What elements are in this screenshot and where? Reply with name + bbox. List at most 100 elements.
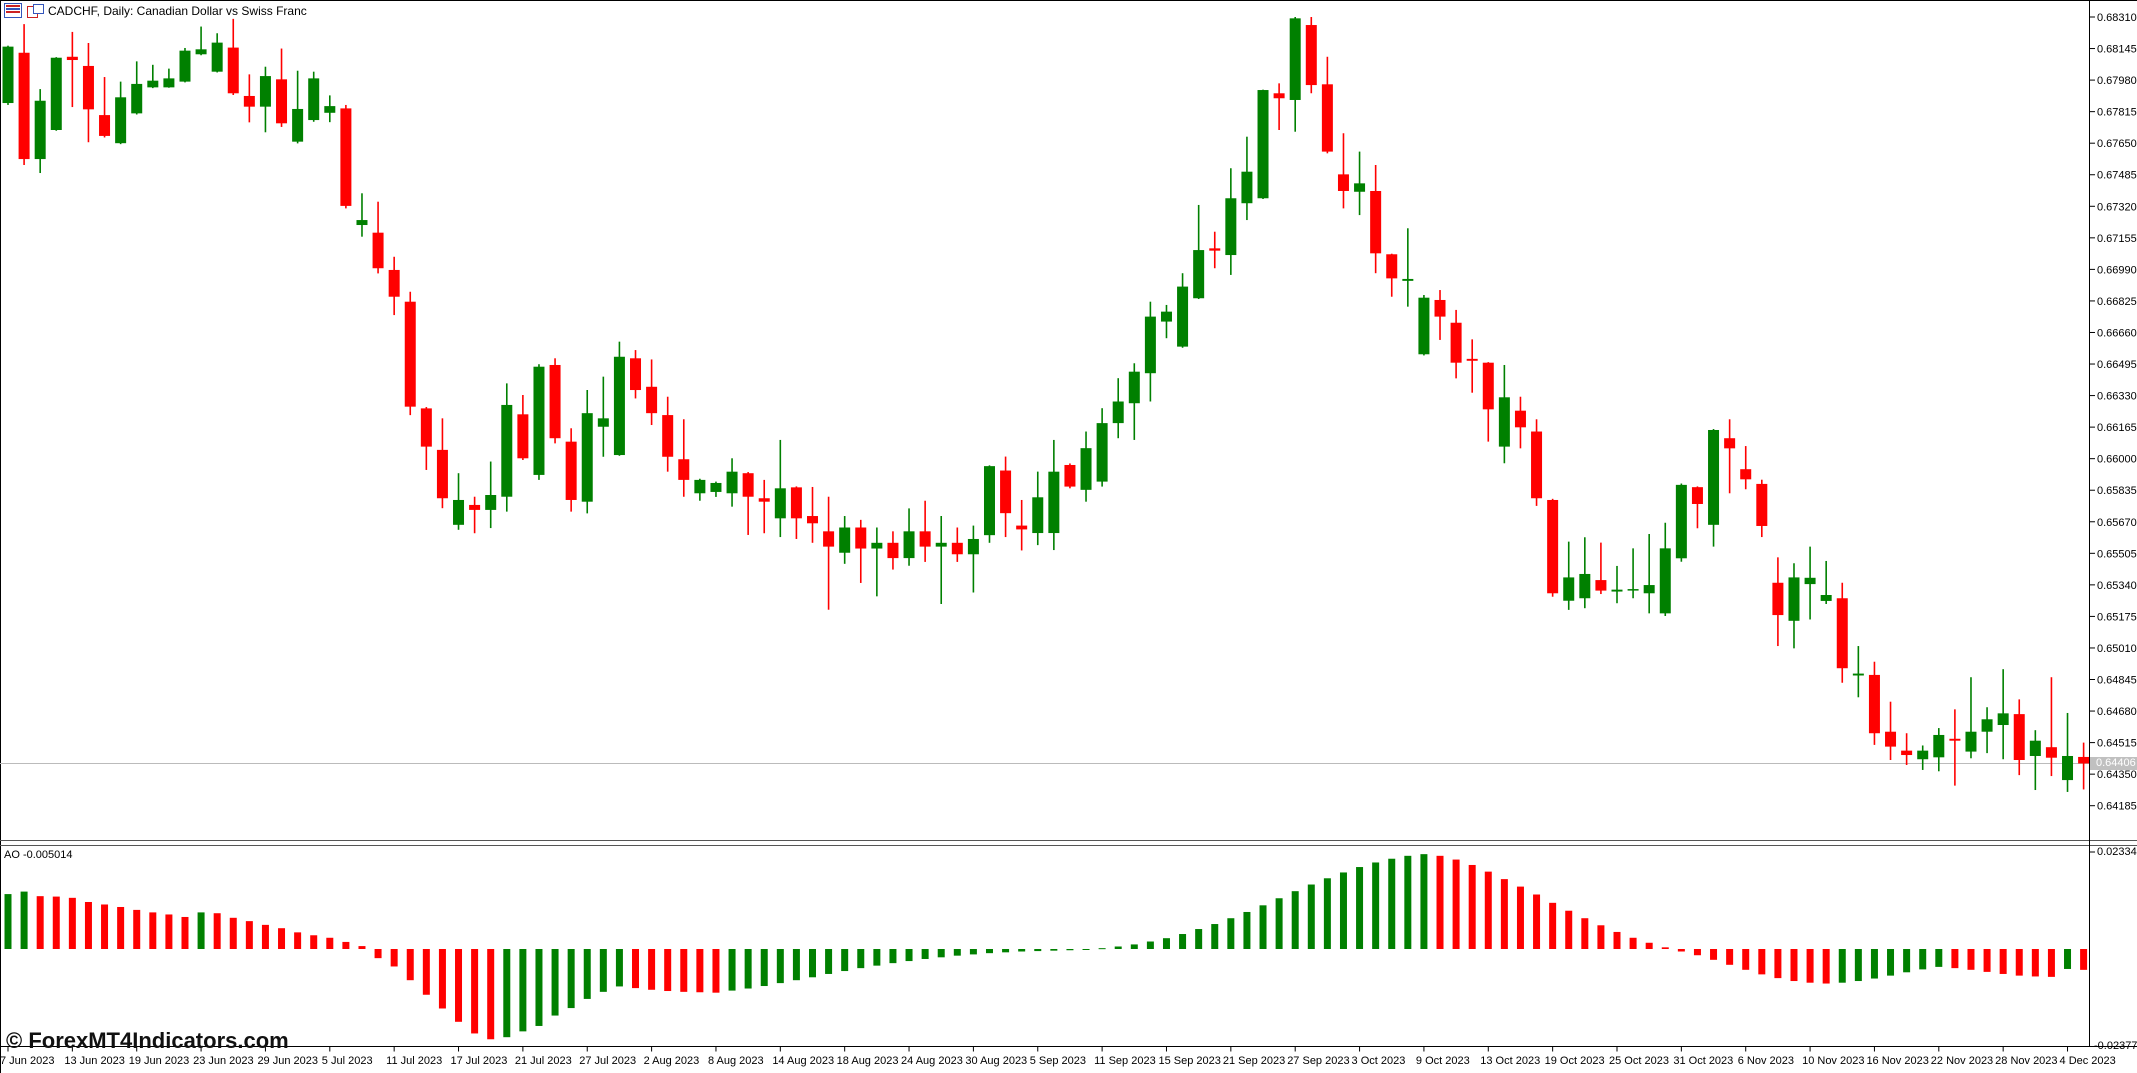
ao-bar	[1130, 944, 1138, 949]
candlestick	[1820, 594, 1832, 601]
date-axis-label: 19 Jun 2023	[129, 1055, 190, 1067]
watermark: © ForexMT4Indicators.com	[6, 1028, 289, 1053]
ao-bar	[1661, 947, 1669, 949]
ao-bar	[664, 949, 672, 992]
bid-price-badge: 0.64406	[2090, 757, 2137, 770]
candlestick	[613, 356, 625, 456]
candlestick	[565, 441, 577, 500]
indicator-area[interactable]	[0, 846, 2089, 1047]
ao-bar	[406, 949, 414, 981]
ao-bar	[101, 904, 109, 949]
ao-bar	[1018, 949, 1026, 952]
ao-bar	[358, 946, 366, 949]
candlestick	[115, 97, 127, 144]
candlestick	[2029, 740, 2041, 756]
ao-bar	[1146, 941, 1154, 949]
price-axis-label: 0.67485	[2097, 170, 2137, 182]
price-axis-label: 0.66165	[2097, 422, 2137, 434]
ao-bar	[969, 949, 977, 955]
candlestick	[1016, 525, 1028, 530]
ao-bar	[1967, 949, 1975, 970]
price-axis[interactable]	[2089, 1, 2137, 1047]
date-axis-label: 2 Aug 2023	[644, 1055, 700, 1067]
ao-bar	[181, 916, 189, 949]
candlestick	[1627, 589, 1639, 591]
candlestick	[662, 415, 674, 457]
candlestick	[211, 42, 223, 72]
ao-bar	[1854, 949, 1862, 982]
ao-bar	[2015, 949, 2023, 976]
candlestick	[1386, 254, 1398, 279]
date-axis-label: 5 Sep 2023	[1030, 1055, 1086, 1067]
candlestick	[485, 495, 497, 510]
candlestick	[983, 466, 995, 536]
ao-bar	[760, 949, 768, 987]
candlestick	[276, 79, 288, 124]
candlestick	[436, 449, 448, 499]
ao-bar	[165, 914, 173, 949]
candlestick	[1659, 548, 1671, 614]
ao-bar	[1114, 946, 1122, 949]
candlestick	[855, 527, 867, 549]
ao-bar	[1259, 905, 1267, 949]
candlestick	[1611, 589, 1623, 592]
price-axis-label: 0.66330	[2097, 391, 2137, 403]
candlestick	[131, 83, 143, 114]
candlestick	[1096, 423, 1108, 482]
candlestick	[1177, 286, 1189, 347]
candlestick	[678, 459, 690, 480]
price-axis-label: 0.67815	[2097, 107, 2137, 119]
candlestick	[227, 47, 239, 94]
price-axis-label: 0.67155	[2097, 233, 2137, 245]
ao-bar	[1372, 862, 1380, 949]
date-axis-label: 11 Sep 2023	[1094, 1055, 1156, 1067]
candlestick	[919, 531, 931, 547]
ao-bar	[1870, 949, 1878, 979]
ao-bar	[374, 949, 382, 959]
candlestick	[1144, 316, 1156, 374]
ao-bar	[1500, 879, 1508, 949]
candlestick	[807, 516, 818, 524]
ao-bar	[1356, 867, 1364, 949]
candlestick	[1756, 483, 1768, 526]
ao-bar	[1613, 931, 1621, 949]
ao-bar	[1726, 949, 1734, 965]
ao-bar	[133, 909, 141, 949]
date-axis-label: 25 Oct 2023	[1609, 1055, 1669, 1067]
candlestick	[18, 52, 30, 160]
ao-bar	[615, 949, 623, 987]
date-axis-label: 13 Jun 2023	[64, 1055, 125, 1067]
ao-bar	[857, 949, 865, 969]
chart-title: CADCHF, Daily: Canadian Dollar vs Swiss …	[48, 3, 307, 18]
candlestick	[517, 414, 529, 459]
price-axis-label: 0.67650	[2097, 138, 2137, 150]
ao-bar	[1227, 918, 1235, 949]
candlestick	[372, 232, 384, 269]
date-axis-label: 27 Jul 2023	[579, 1055, 636, 1067]
candlestick	[1498, 397, 1510, 447]
candlestick	[1080, 448, 1092, 490]
candlestick	[1949, 738, 1961, 741]
ao-bar	[1742, 949, 1750, 970]
ao-bar	[213, 913, 221, 949]
ao-bar	[1581, 918, 1589, 949]
ao-bar	[841, 949, 849, 972]
ao-bar	[36, 896, 44, 949]
ao-bar	[294, 932, 302, 949]
candlestick	[1563, 577, 1575, 601]
candlestick	[1804, 577, 1816, 585]
ao-bar	[1629, 937, 1637, 949]
candlestick	[758, 498, 770, 502]
ao-bar	[261, 924, 269, 949]
time-axis[interactable]	[0, 1047, 2137, 1073]
price-axis-label: 0.65175	[2097, 611, 2137, 623]
price-axis-label: 0.65010	[2097, 643, 2137, 655]
main-chart-area[interactable]	[0, 1, 2089, 841]
candlestick	[340, 108, 352, 206]
ao-bar	[583, 949, 591, 999]
ao-bar	[1533, 894, 1541, 949]
price-axis-label: 0.67980	[2097, 75, 2137, 87]
ao-bar	[84, 901, 92, 949]
